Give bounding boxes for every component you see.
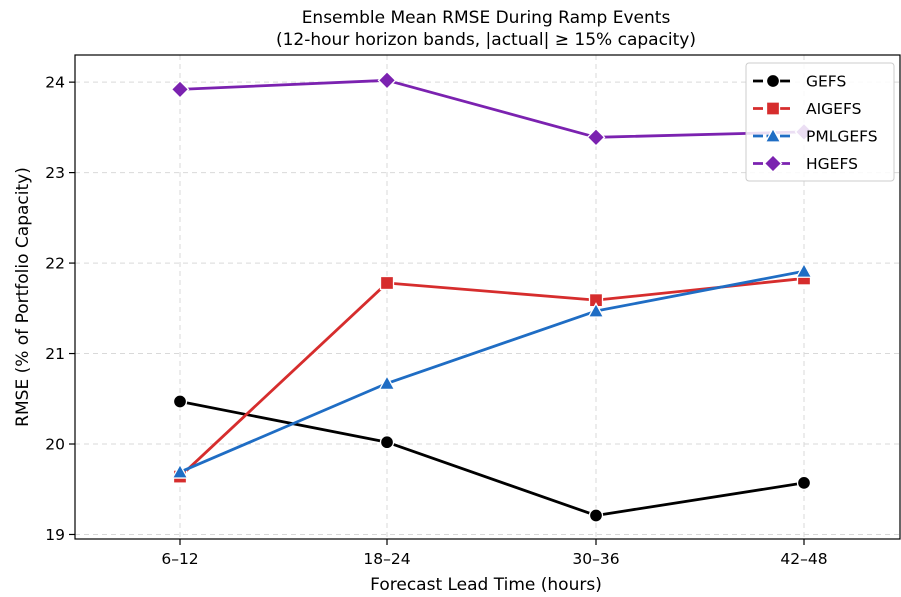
legend-marker <box>763 154 783 173</box>
x-tick-label: 30–36 <box>572 550 619 568</box>
data-point-hgefs <box>377 70 397 90</box>
data-point-pmlgefs <box>587 302 605 318</box>
legend-label: AIGEFS <box>806 100 861 118</box>
legend-marker <box>765 73 781 89</box>
series-line-hgefs <box>179 78 805 139</box>
x-tick-label: 18–24 <box>363 550 410 568</box>
data-point-hgefs <box>586 127 606 147</box>
plot-frame <box>74 54 901 540</box>
series-line-pmlgefs <box>179 269 805 474</box>
y-tick-label: 21 <box>45 345 65 363</box>
series-pmlgefs <box>171 262 813 479</box>
data-point-hgefs <box>170 79 190 99</box>
legend-marker <box>764 127 782 143</box>
y-tick-label: 19 <box>45 526 65 544</box>
y-tick-label: 22 <box>45 255 65 273</box>
y-axis-ticks: 19 20 21 22 23 24 <box>45 74 75 544</box>
legend: GEFS AIGEFS PMLGEFS HGEFS <box>745 62 895 182</box>
series-layer <box>170 70 814 523</box>
chart-subtitle: (12-hour horizon bands, |actual| ≥ 15% c… <box>276 30 696 50</box>
series-line-gefs <box>179 400 805 517</box>
data-point-aigefs <box>379 275 395 291</box>
data-point-gefs <box>379 435 395 450</box>
y-axis-label: RMSE (% of Portfolio Capacity) <box>13 167 33 427</box>
legend-item-hgefs: HGEFS <box>753 154 858 173</box>
series-hgefs <box>170 70 814 147</box>
data-point-gefs <box>172 394 188 409</box>
legend-label: HGEFS <box>806 155 858 173</box>
x-axis-ticks: 6–12 18–24 30–36 42–48 <box>161 539 828 568</box>
y-tick-label: 24 <box>45 74 65 92</box>
x-axis-label: Forecast Lead Time (hours) <box>370 575 602 595</box>
legend-marker <box>765 101 781 116</box>
legend-item-aigefs: AIGEFS <box>753 100 861 118</box>
legend-label: PMLGEFS <box>806 128 878 146</box>
data-point-pmlgefs <box>795 262 813 278</box>
data-point-gefs <box>588 508 604 523</box>
x-tick-label: 6–12 <box>161 550 198 568</box>
series-line-aigefs <box>179 277 805 478</box>
series-gefs <box>172 394 812 523</box>
y-tick-label: 20 <box>45 436 65 454</box>
legend-label: GEFS <box>806 73 846 91</box>
legend-item-gefs: GEFS <box>753 73 846 91</box>
series-aigefs <box>172 271 812 484</box>
x-tick-label: 42–48 <box>780 550 827 568</box>
data-point-gefs <box>796 475 812 491</box>
chart-title: Ensemble Mean RMSE During Ramp Events <box>302 8 671 28</box>
data-point-pmlgefs <box>171 463 189 479</box>
legend-item-pmlgefs: PMLGEFS <box>753 127 878 146</box>
y-tick-label: 23 <box>45 164 65 182</box>
data-point-pmlgefs <box>378 374 396 391</box>
legend-box <box>745 62 895 182</box>
